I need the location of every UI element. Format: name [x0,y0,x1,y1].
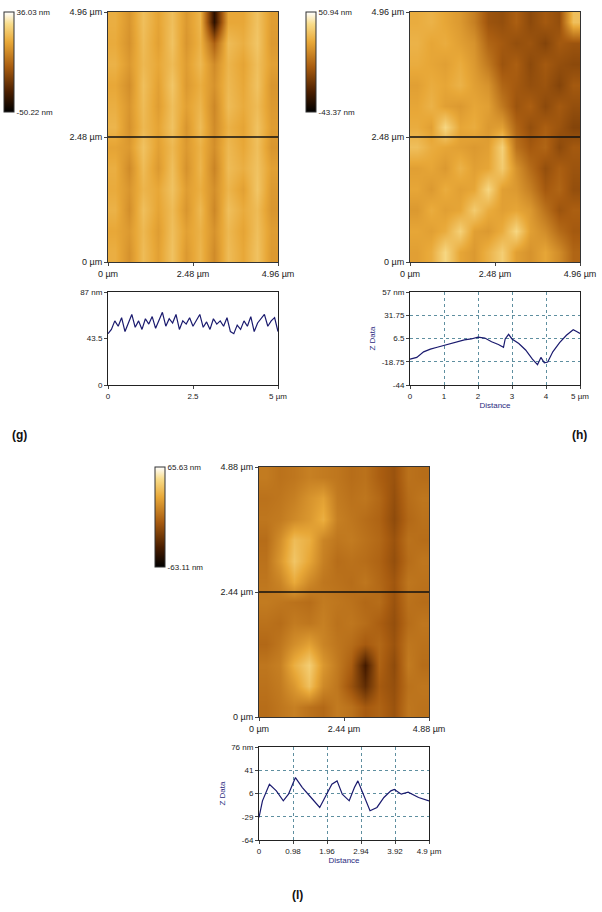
svg-text:-44: -44 [393,381,405,390]
svg-text:0.98: 0.98 [285,847,301,856]
svg-text:0 µm: 0 µm [98,269,118,279]
svg-text:Distance: Distance [479,401,511,410]
svg-text:0: 0 [98,381,103,390]
svg-text:-64: -64 [242,836,254,845]
svg-text:2.48 µm: 2.48 µm [479,269,512,279]
svg-text:-29: -29 [242,813,254,822]
svg-text:65.63 nm: 65.63 nm [168,463,202,472]
svg-text:50.94 nm: 50.94 nm [319,8,353,17]
svg-text:0: 0 [257,847,262,856]
svg-text:0: 0 [106,392,111,401]
svg-text:4.9 µm: 4.9 µm [417,847,442,856]
svg-text:4: 4 [544,392,549,401]
html-text:(h): (h) [572,428,588,442]
svg-text:57 nm: 57 nm [382,288,405,297]
svg-text:0 µm: 0 µm [384,257,404,267]
svg-text:-63.11 nm: -63.11 nm [168,563,204,572]
svg-text:41: 41 [244,766,253,775]
svg-text:0 µm: 0 µm [400,269,420,279]
svg-text:2: 2 [476,392,481,401]
svg-text:6.5: 6.5 [393,334,405,343]
svg-text:5 µm: 5 µm [269,392,287,401]
svg-text:0 µm: 0 µm [233,712,253,722]
svg-text:43.5: 43.5 [87,334,103,343]
svg-text:Z Data: Z Data [368,326,377,351]
svg-text:6: 6 [249,789,254,798]
svg-text:5 µm: 5 µm [571,392,589,401]
html-text:(l): (l) [292,888,304,902]
html-text:(g): (g) [12,428,28,442]
svg-text:-50.22 nm: -50.22 nm [17,108,53,117]
svg-text:-18.75: -18.75 [382,358,405,367]
svg-text:2.48 µm: 2.48 µm [177,269,210,279]
svg-text:2.94: 2.94 [353,847,369,856]
svg-text:2.44 µm: 2.44 µm [220,587,253,597]
svg-text:1.96: 1.96 [319,847,335,856]
svg-text:4.96 µm: 4.96 µm [69,7,102,17]
svg-text:0 µm: 0 µm [249,724,269,734]
svg-text:4.96 µm: 4.96 µm [564,269,597,279]
svg-text:1: 1 [442,392,447,401]
svg-text:2.48 µm: 2.48 µm [371,132,404,142]
svg-text:3.92: 3.92 [387,847,403,856]
svg-text:Z Data: Z Data [218,781,227,806]
svg-text:2.48 µm: 2.48 µm [69,132,102,142]
svg-text:2.44 µm: 2.44 µm [328,724,361,734]
svg-text:Distance: Distance [328,856,360,865]
svg-text:31.75: 31.75 [384,311,405,320]
svg-text:3: 3 [510,392,515,401]
svg-text:36.03 nm: 36.03 nm [17,8,51,17]
svg-text:4.96 µm: 4.96 µm [262,269,295,279]
svg-text:4.96 µm: 4.96 µm [371,7,404,17]
svg-text:0: 0 [408,392,413,401]
svg-text:2.5: 2.5 [187,392,199,401]
svg-text:87 nm: 87 nm [80,288,103,297]
svg-text:4.88 µm: 4.88 µm [220,462,253,472]
svg-text:76 nm: 76 nm [231,743,254,752]
svg-text:-43.37 nm: -43.37 nm [319,108,355,117]
svg-text:4.88 µm: 4.88 µm [413,724,446,734]
svg-text:0 µm: 0 µm [82,257,102,267]
